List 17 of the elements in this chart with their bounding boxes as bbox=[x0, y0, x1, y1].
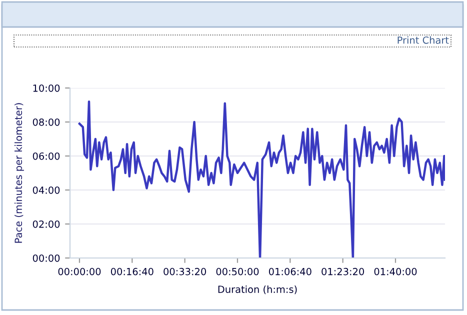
x-tick-label: 00:33:20 bbox=[164, 268, 206, 276]
y-tick-label: 00:00 bbox=[32, 254, 60, 262]
x-tick-label: 01:40:00 bbox=[374, 268, 417, 276]
y-tick-label: 04:00 bbox=[32, 186, 60, 194]
x-tick-label: 01:06:40 bbox=[268, 268, 312, 276]
x-axis-title: Duration (h:m:s) bbox=[218, 285, 297, 294]
x-tick-label: 01:23:20 bbox=[322, 268, 364, 276]
y-tick-label: 10:00 bbox=[33, 84, 60, 92]
x-tick-label: 00:50:00 bbox=[216, 268, 259, 276]
text: Print Chart bbox=[398, 36, 449, 44]
y-tick-label: 08:00 bbox=[32, 118, 60, 126]
y-tick-label: 06:00 bbox=[32, 152, 60, 160]
line-series bbox=[78, 100, 445, 258]
y-axis-title: Pace (minutes per kilometer) bbox=[14, 103, 24, 243]
x-tick-label: 00:00:00 bbox=[58, 268, 101, 276]
y-tick-label: 02:00 bbox=[32, 220, 60, 228]
x-tick-label: 00:16:40 bbox=[110, 268, 154, 276]
